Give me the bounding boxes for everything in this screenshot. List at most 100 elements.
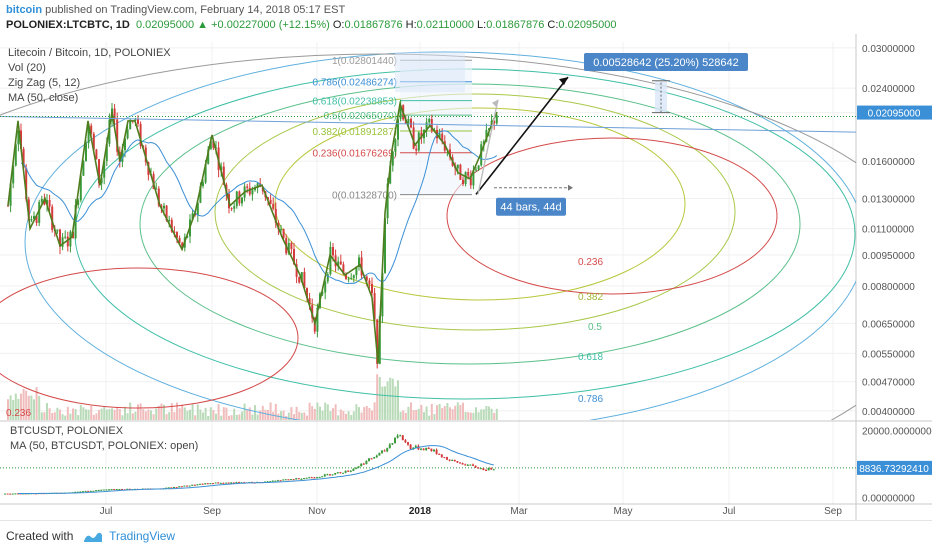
symbol-label: POLONIEX:LTCBTC, 1D (6, 19, 130, 31)
sub-candle-body (11, 493, 14, 495)
sub-legend-ma[interactable]: MA (50, BTCUSDT, POLONIEX: open) (10, 440, 198, 452)
candle-body (90, 125, 93, 134)
volume-bar (358, 407, 360, 420)
volume-bar (220, 415, 223, 420)
volume-bar (111, 408, 113, 420)
candle-body (324, 281, 327, 293)
volume-bar (121, 415, 124, 420)
fib-ellipse-label: 0.5 (588, 322, 602, 333)
sub-candle-body (105, 489, 108, 491)
candle-body (306, 288, 308, 299)
sub-candle-body (230, 482, 233, 484)
volume-bar (243, 403, 246, 420)
volume-bar (46, 403, 48, 420)
sub-tag-label: 8836.73292410 (859, 464, 929, 475)
candle-body (43, 198, 46, 205)
volume-bar (381, 386, 384, 420)
volume-bar (228, 415, 230, 420)
candle-body (207, 149, 210, 164)
sub-candle-body (414, 445, 417, 448)
candle-body (7, 205, 9, 207)
candle-body (428, 118, 431, 123)
volume-bar (105, 409, 108, 420)
sub-candle-body (326, 474, 329, 476)
sub-candle-body (420, 448, 422, 450)
volume-bar (157, 405, 160, 420)
sub-candle-body (347, 470, 350, 472)
candle-body (126, 129, 129, 139)
volume-bar (326, 404, 329, 420)
volume-bar (95, 413, 98, 420)
publisher-name[interactable]: bitcoin (6, 4, 43, 16)
volume-bar (176, 402, 178, 420)
sub-candle-body (274, 480, 277, 482)
volume-bar (92, 414, 95, 420)
candle-body (350, 278, 353, 280)
y-tick-label: 0.00800000 (862, 282, 915, 293)
volume-bar (113, 409, 116, 420)
open-label: O: (332, 19, 345, 31)
legend-ma[interactable]: MA (50, close) (8, 92, 78, 104)
sub-y-tick-label: 20000.00000000 (862, 427, 932, 438)
volume-bar (488, 406, 490, 420)
volume-bar (144, 411, 147, 420)
sub-candle-body (479, 468, 482, 470)
tradingview-logo-icon (83, 532, 102, 542)
volume-bar (35, 387, 38, 420)
sub-candle-body (391, 443, 394, 445)
sub-candle-body (425, 448, 428, 451)
sub-candle-body (427, 448, 430, 450)
volume-bar (313, 408, 316, 420)
candle-body (38, 202, 41, 223)
sub-candle-body (178, 486, 181, 488)
tradingview-brand[interactable]: TradingView (109, 529, 176, 543)
candle-body (59, 229, 61, 247)
volume-bar (178, 408, 181, 420)
chart-canvas[interactable]: 0.236 0.382 0.5 0.618 0.786 0.236 1(0.0280144… (0, 34, 932, 520)
candle-body (274, 208, 277, 223)
sub-candle-body (474, 465, 477, 468)
btc-subpane (0, 434, 856, 495)
sub-candle-body (394, 437, 396, 444)
volume-bar (287, 412, 290, 420)
volume-bar (298, 411, 301, 420)
sub-candle-body (201, 483, 204, 485)
sub-candle-body (303, 478, 305, 480)
candle-body (293, 248, 295, 265)
volume-bar (147, 409, 150, 420)
sub-candle-body (222, 482, 225, 484)
candle-body (51, 206, 54, 230)
volume-bar (212, 409, 215, 420)
candle-body (410, 118, 412, 128)
volume-bar (142, 409, 145, 420)
sub-candle-body (373, 457, 376, 459)
last-price-value: 0.02095000 (135, 19, 195, 31)
volume-bar (230, 415, 233, 420)
x-tick-label: Jul (723, 506, 736, 517)
volume-bar (165, 414, 168, 420)
sub-candle-body (100, 489, 103, 491)
fib-ellipse (24, 51, 856, 420)
candle-body (155, 188, 158, 190)
volume-bar (417, 408, 420, 420)
sub-candle-body (76, 491, 79, 493)
legend-vol[interactable]: Vol (20) (8, 62, 46, 74)
candle-body (488, 128, 490, 131)
sub-candle-body (110, 489, 113, 491)
sub-candle-body (305, 477, 308, 479)
sub-candle-body (310, 477, 313, 479)
high-label: H: (405, 19, 417, 31)
candle-body (113, 108, 116, 120)
candle-body (212, 140, 215, 148)
sub-candle-body (342, 472, 344, 474)
legend-zigzag[interactable]: Zig Zag (5, 12) (8, 77, 80, 89)
publish-info: bitcoin published on TradingView.com, Fe… (6, 4, 345, 16)
fib-ellipse-label: 0.236 (578, 257, 603, 268)
candle-body (254, 187, 256, 191)
candle-body (64, 236, 67, 238)
candle-body (157, 188, 160, 206)
candle-body (469, 175, 472, 186)
volume-bar (204, 407, 207, 420)
fib-level-label: 0.786(0.02486274) (312, 78, 397, 89)
volume-bar (82, 407, 85, 420)
